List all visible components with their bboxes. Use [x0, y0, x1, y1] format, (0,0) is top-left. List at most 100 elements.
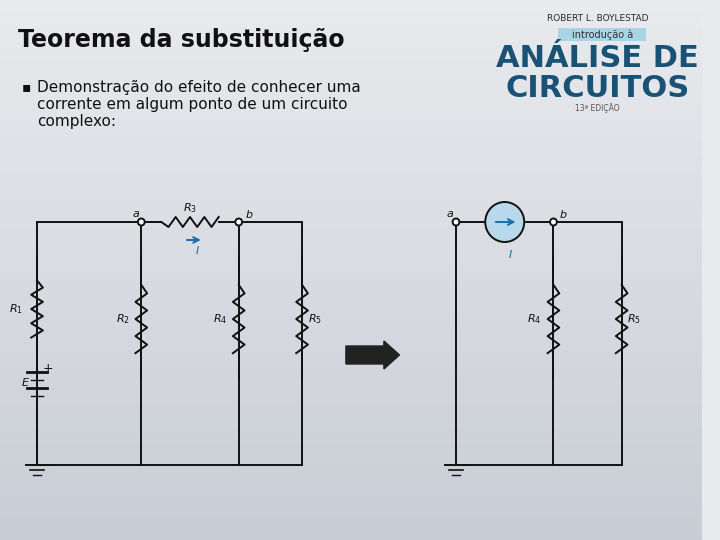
- Text: $I$: $I$: [195, 244, 200, 256]
- Bar: [0, 313, 701, 319]
- Bar: [0, 259, 701, 265]
- Bar: [0, 119, 701, 124]
- Bar: [0, 389, 701, 394]
- Bar: [0, 108, 701, 113]
- Bar: [0, 416, 701, 421]
- Bar: [0, 59, 701, 65]
- Bar: [0, 535, 701, 540]
- Text: $R_2$: $R_2$: [116, 312, 130, 326]
- Bar: [0, 518, 701, 524]
- Bar: [0, 189, 701, 194]
- Bar: [0, 329, 701, 335]
- Bar: [0, 32, 701, 38]
- Bar: [0, 65, 701, 70]
- Bar: [0, 470, 701, 475]
- Bar: [0, 497, 701, 502]
- Bar: [0, 167, 701, 173]
- Text: $R_4$: $R_4$: [212, 312, 227, 326]
- Bar: [0, 227, 701, 232]
- Text: CIRCUITOS: CIRCUITOS: [505, 74, 690, 103]
- Bar: [0, 238, 701, 243]
- Bar: [0, 437, 701, 443]
- Bar: [0, 356, 701, 362]
- Bar: [0, 378, 701, 383]
- Bar: [0, 113, 701, 119]
- Bar: [0, 513, 701, 518]
- Bar: [0, 524, 701, 529]
- Text: ROBERT L. BOYLESTAD: ROBERT L. BOYLESTAD: [546, 14, 648, 23]
- Bar: [0, 394, 701, 400]
- Bar: [0, 92, 701, 97]
- Bar: [0, 38, 701, 43]
- Bar: [0, 178, 701, 184]
- Bar: [0, 335, 701, 340]
- Bar: [0, 70, 701, 76]
- Text: $R_3$: $R_3$: [183, 201, 197, 215]
- Bar: [0, 270, 701, 275]
- Bar: [0, 254, 701, 259]
- Bar: [0, 281, 701, 286]
- Bar: [0, 373, 701, 378]
- Bar: [0, 43, 701, 49]
- Bar: [0, 464, 701, 470]
- Bar: [0, 265, 701, 270]
- Bar: [0, 211, 701, 216]
- Text: ANÁLISE DE: ANÁLISE DE: [496, 44, 698, 73]
- Text: Teorema da substituição: Teorema da substituição: [17, 28, 344, 52]
- FancyBboxPatch shape: [558, 28, 646, 41]
- Circle shape: [550, 219, 557, 226]
- Text: $b$: $b$: [245, 208, 253, 220]
- Bar: [0, 146, 701, 151]
- Bar: [0, 346, 701, 351]
- Bar: [0, 232, 701, 238]
- Bar: [0, 140, 701, 146]
- Bar: [0, 81, 701, 86]
- Circle shape: [453, 219, 459, 226]
- Text: $a$: $a$: [446, 209, 454, 219]
- Text: $I$: $I$: [508, 248, 513, 260]
- Bar: [0, 508, 701, 513]
- Bar: [0, 351, 701, 356]
- Text: $R_1$: $R_1$: [9, 302, 23, 316]
- Bar: [0, 157, 701, 162]
- Bar: [0, 162, 701, 167]
- Bar: [0, 454, 701, 459]
- Bar: [0, 286, 701, 292]
- Bar: [0, 0, 701, 5]
- Bar: [0, 130, 701, 135]
- Bar: [0, 27, 701, 32]
- Bar: [0, 362, 701, 367]
- Bar: [0, 243, 701, 248]
- Bar: [0, 297, 701, 302]
- Bar: [0, 292, 701, 297]
- Bar: [0, 184, 701, 189]
- Bar: [0, 443, 701, 448]
- Text: $b$: $b$: [559, 208, 568, 220]
- Bar: [0, 432, 701, 437]
- Text: complexo:: complexo:: [37, 114, 116, 129]
- Bar: [0, 221, 701, 227]
- Bar: [0, 475, 701, 481]
- Bar: [0, 216, 701, 221]
- Bar: [0, 319, 701, 324]
- Bar: [0, 367, 701, 373]
- Bar: [0, 275, 701, 281]
- Bar: [0, 302, 701, 308]
- Bar: [0, 5, 701, 11]
- Bar: [0, 248, 701, 254]
- Text: $E$: $E$: [22, 376, 30, 388]
- Bar: [0, 410, 701, 416]
- Text: ▪: ▪: [22, 80, 31, 94]
- Bar: [0, 205, 701, 211]
- Bar: [0, 502, 701, 508]
- Bar: [0, 200, 701, 205]
- Bar: [0, 529, 701, 535]
- Bar: [0, 16, 701, 22]
- Circle shape: [138, 219, 145, 226]
- Bar: [0, 103, 701, 108]
- Circle shape: [485, 202, 524, 242]
- Bar: [0, 400, 701, 405]
- Bar: [0, 459, 701, 464]
- Text: $R_5$: $R_5$: [308, 312, 322, 326]
- Bar: [0, 405, 701, 410]
